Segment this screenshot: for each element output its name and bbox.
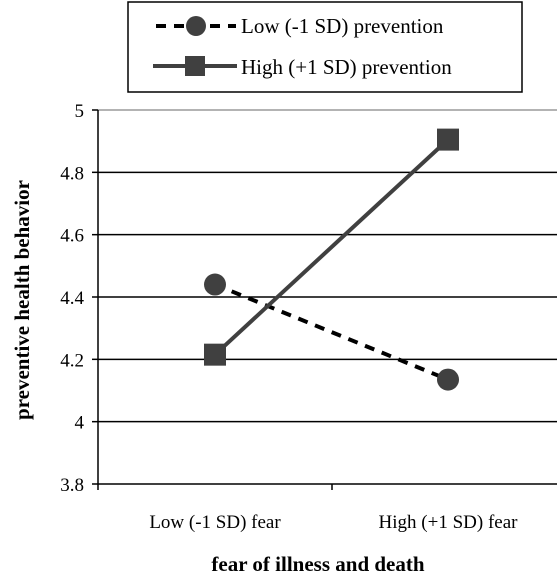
y-axis-title: preventive health behavior [10, 180, 34, 420]
legend: Low (-1 SD) prevention High (+1 SD) prev… [127, 1, 523, 93]
series-high-prevention-line [213, 138, 450, 357]
y-tick-label: 3.8 [60, 475, 84, 496]
x-tick-labels: Low (-1 SD) fear High (+1 SD) fear [149, 512, 518, 533]
legend-item-high-prevention: High (+1 SD) prevention [153, 55, 452, 79]
x-axis-title: fear of illness and death [211, 552, 424, 576]
legend-square-marker [185, 56, 205, 76]
legend-item-low-prevention: Low (-1 SD) prevention [156, 14, 444, 38]
y-tick-label: 4.8 [60, 163, 84, 184]
x-tick-label: High (+1 SD) fear [379, 512, 519, 533]
series-low-prevention-point [204, 273, 226, 296]
y-tick-label: 5 [75, 101, 85, 122]
series-high-prevention-point [437, 128, 459, 151]
legend-label-low-prevention: Low (-1 SD) prevention [241, 14, 444, 38]
series-low-prevention-point [437, 368, 459, 391]
series-group [204, 128, 459, 391]
legend-label-high-prevention: High (+1 SD) prevention [241, 55, 452, 79]
series-low-prevention-line [214, 282, 449, 382]
y-tick-label: 4.2 [60, 350, 84, 371]
series-high-prevention-point [204, 343, 226, 366]
gridlines [98, 109, 557, 423]
legend-circle-marker [186, 16, 206, 36]
y-tick-label: 4 [75, 413, 85, 434]
axes [92, 109, 557, 490]
y-tick-labels: 3.8 4 4.2 4.4 4.6 4.8 5 [60, 101, 84, 496]
y-tick-label: 4.6 [60, 226, 84, 247]
x-tick-label: Low (-1 SD) fear [149, 512, 281, 533]
y-tick-label: 4.4 [60, 288, 84, 309]
